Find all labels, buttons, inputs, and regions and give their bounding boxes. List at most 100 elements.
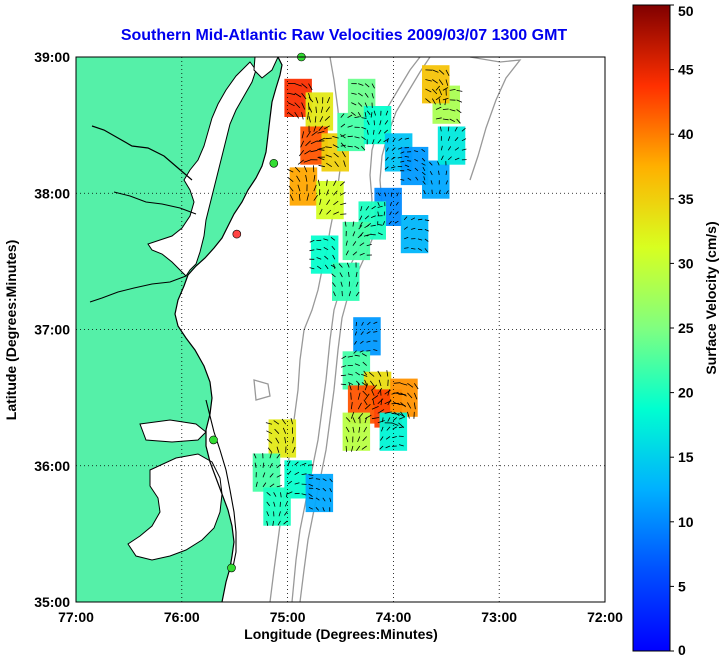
- velocity-vector: [378, 129, 382, 135]
- velocity-vector: [354, 354, 360, 357]
- velocity-vector: [447, 146, 452, 151]
- velocity-vector: [407, 411, 410, 419]
- velocity-vector: [421, 157, 426, 162]
- velocity-vector: [361, 145, 366, 151]
- velocity-vector: [308, 497, 314, 500]
- velocity-vector: [445, 190, 449, 195]
- velocity-vector: [352, 231, 356, 237]
- velocity-vector: [407, 177, 412, 181]
- velocity-vector: [262, 472, 266, 478]
- velocity-vector: [272, 520, 274, 526]
- velocity-vector: [440, 145, 443, 151]
- velocity-vector: [332, 136, 339, 139]
- velocity-vector: [287, 470, 292, 475]
- velocity-vector: [371, 384, 378, 391]
- velocity-vector: [287, 177, 294, 183]
- velocity-vector: [300, 140, 305, 148]
- velocity-vector: [332, 144, 339, 148]
- velocity-vector: [340, 123, 346, 128]
- albemarle-sound: [139, 419, 207, 443]
- velocity-vector: [424, 238, 429, 242]
- velocity-vector: [370, 224, 376, 227]
- velocity-vector: [325, 154, 332, 158]
- velocity-vector: [340, 202, 347, 206]
- velocity-vector: [276, 453, 281, 459]
- velocity-vector: [303, 159, 311, 163]
- velocity-vector: [315, 478, 321, 480]
- velocity-vector: [308, 506, 313, 510]
- velocity-vector: [340, 374, 347, 377]
- velocity-vector: [377, 201, 380, 206]
- colorbar-tick-label: 15: [678, 449, 694, 465]
- velocity-vector: [347, 145, 353, 148]
- velocity-vector: [347, 355, 353, 358]
- velocity-vector: [308, 96, 314, 103]
- velocity-vector: [444, 98, 447, 106]
- velocity-vector: [262, 462, 265, 468]
- velocity-vector: [447, 136, 451, 141]
- velocity-vector: [407, 402, 412, 409]
- velocity-vector: [319, 116, 324, 123]
- velocity-vector: [373, 349, 378, 351]
- x-tick-label: 75:00: [270, 609, 306, 625]
- velocity-vector: [345, 426, 350, 433]
- velocity-vector: [347, 114, 353, 118]
- y-tick-label: 36:00: [34, 458, 70, 474]
- velocity-vector: [355, 321, 357, 327]
- y-tick-labels: 39:00 38:00 37:00 36:00 35:00: [34, 49, 70, 610]
- rappahannock-river: [113, 191, 197, 215]
- velocity-cell-north-4: [289, 167, 318, 206]
- velocity-vector: [308, 477, 314, 480]
- velocity-vector: [445, 180, 448, 185]
- velocity-vector: [340, 113, 345, 118]
- velocity-vector: [269, 463, 273, 468]
- velocity-vector: [287, 491, 293, 495]
- velocity-vector: [301, 462, 307, 466]
- velocity-vector: [392, 436, 397, 439]
- velocity-vector: [363, 426, 368, 433]
- velocity-vector: [276, 485, 282, 488]
- velocity-vector: [339, 181, 346, 187]
- velocity-vector: [442, 118, 449, 121]
- velocity-vector: [354, 331, 357, 336]
- velocity-vector: [262, 482, 267, 488]
- velocity-vector: [377, 205, 383, 208]
- velocity-vector: [333, 211, 340, 215]
- velocity-vector: [340, 383, 347, 386]
- velocity-vector: [308, 483, 314, 487]
- velocity-vector: [360, 331, 364, 335]
- velocity-vector: [370, 112, 373, 118]
- x-tick-label: 73:00: [481, 609, 517, 625]
- velocity-vector: [361, 321, 364, 326]
- velocity-vector: [367, 321, 371, 326]
- velocity-vector: [386, 370, 389, 377]
- velocity-vector: [343, 160, 346, 167]
- velocity-vector: [385, 445, 391, 449]
- velocity-vector: [366, 110, 371, 115]
- velocity-vector: [449, 118, 455, 123]
- velocity-vector: [318, 147, 325, 150]
- velocity-vector: [280, 492, 282, 498]
- velocity-cell-south-4: [263, 487, 291, 526]
- velocity-vector: [306, 131, 311, 138]
- velocity-vector: [354, 136, 360, 139]
- velocity-vector: [297, 184, 301, 192]
- velocity-vector: [347, 373, 353, 376]
- velocity-vector: [287, 102, 295, 107]
- velocity-vector: [422, 180, 426, 185]
- velocity-vector: [273, 492, 277, 497]
- x-tick-label: 76:00: [164, 609, 200, 625]
- velocity-vector: [364, 379, 368, 385]
- velocity-vector: [377, 370, 382, 377]
- velocity-vector: [283, 520, 288, 525]
- velocity-vector: [404, 236, 409, 240]
- velocity-vector: [355, 291, 360, 297]
- velocity-vector: [413, 150, 419, 153]
- velocity-vector: [422, 167, 426, 171]
- velocity-vector: [389, 211, 392, 216]
- plot-frame: [75, 56, 606, 603]
- velocity-vector: [399, 417, 404, 420]
- velocity-vector: [393, 382, 401, 384]
- velocity-vector: [333, 180, 337, 186]
